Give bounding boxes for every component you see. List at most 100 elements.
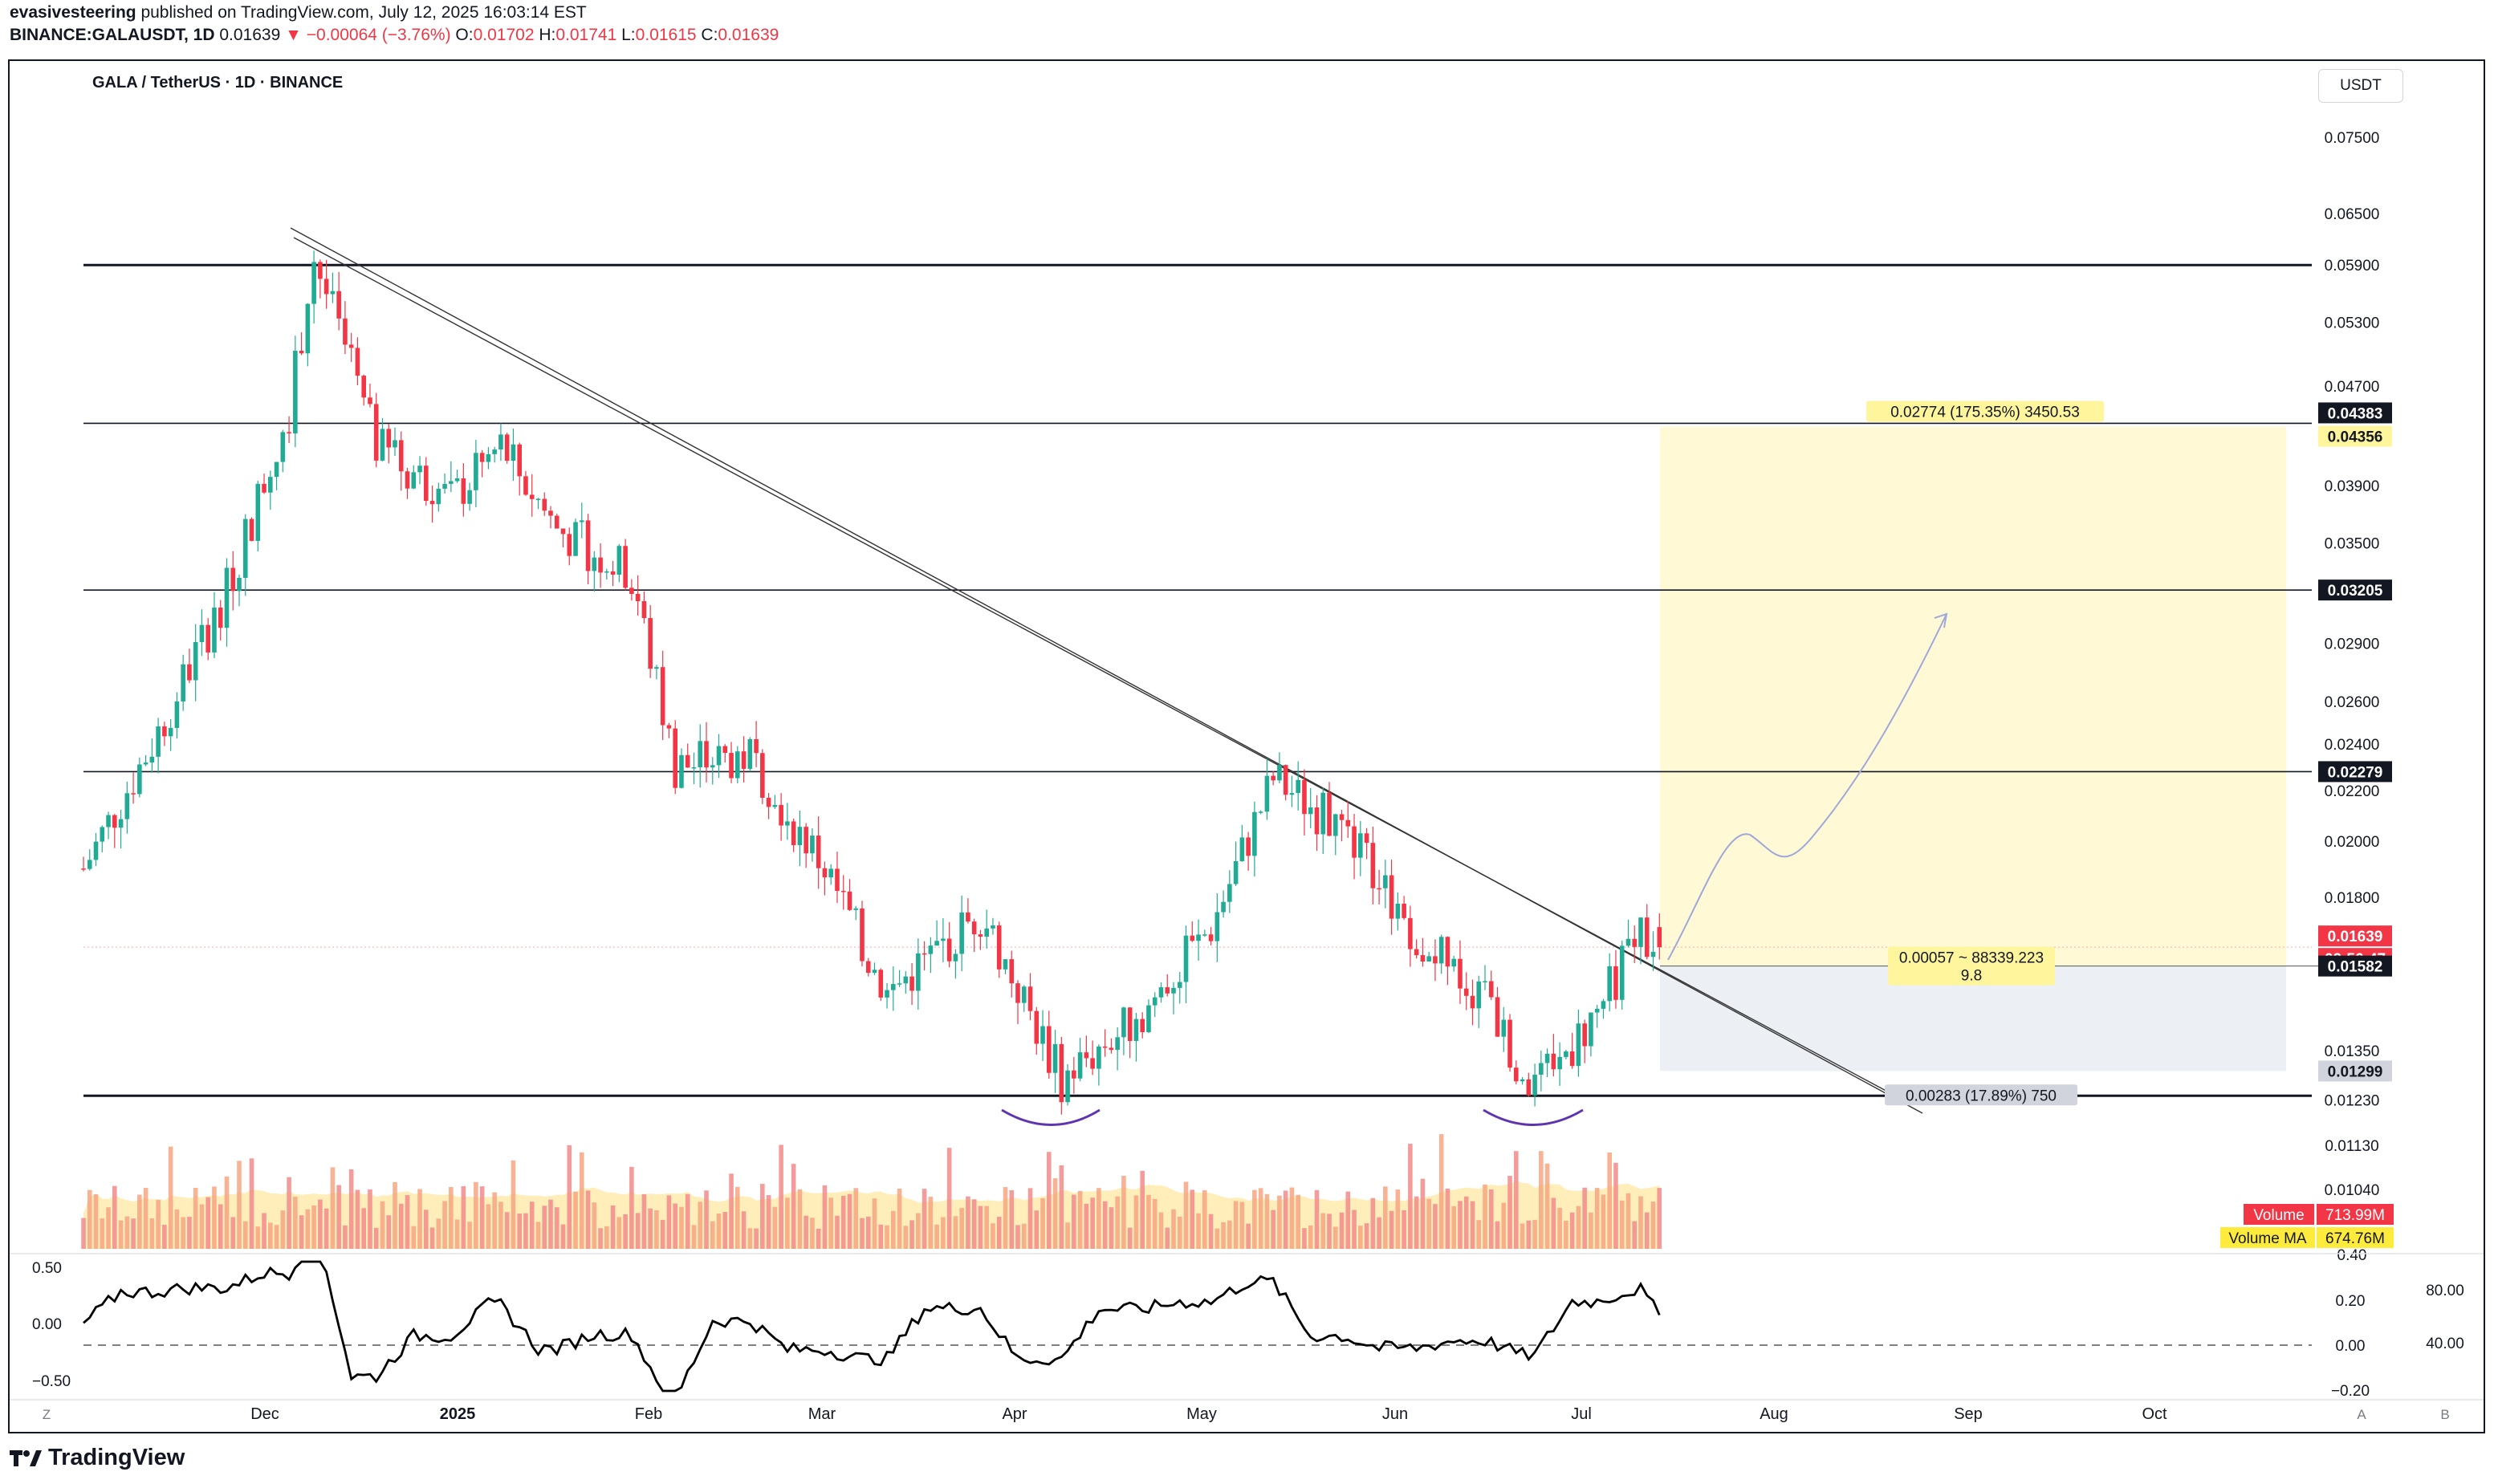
publisher-name[interactable]: evasivesteering [10,3,136,22]
volume-bar [1539,1151,1544,1249]
volume-bar [1165,1227,1170,1249]
x-tick-label: Dec [250,1405,279,1423]
volume-bar [804,1215,808,1249]
trendline-upper [290,227,1923,1114]
candle-body [486,453,491,462]
candle-body [474,453,478,490]
volume-bar [100,1218,105,1249]
price-tick-label: 0.01040 [2325,1182,2380,1199]
candle-body [685,754,690,768]
volume-bar [691,1225,697,1249]
scale-toggle-b[interactable]: B [2440,1407,2449,1422]
price-tick-label: 0.02900 [2325,636,2380,653]
high-value: 0.01741 [555,26,617,44]
volume-bar [1171,1209,1176,1249]
oscillator-far-right-tick: 40.00 [2426,1336,2464,1352]
volume-bar [785,1197,790,1249]
double-bottom-curve-left [1001,1108,1101,1126]
candle-body [1077,1052,1083,1079]
candle-body [274,461,279,478]
volume-bar [112,1185,117,1249]
volume-bar [1027,1188,1033,1249]
candle-body [242,518,248,578]
volume-bar [710,1221,715,1249]
candle-body [1140,1018,1145,1033]
volume-bar [1644,1212,1650,1249]
candle-body [1619,945,1625,1000]
volume-bar [429,1227,435,1249]
candle-body [847,891,852,910]
x-tick-label: Oct [2142,1405,2167,1423]
volume-bar [1451,1205,1456,1249]
candle-body [966,912,970,922]
candle-body [262,483,266,493]
volume-bar [454,1219,460,1249]
volume-bar [299,1215,304,1249]
tradingview-logo[interactable]: TradingView [10,1445,185,1471]
candle-body [87,860,92,869]
volume-bar [405,1195,410,1249]
symbol-name[interactable]: BINANCE:GALAUSDT, 1D [10,26,215,44]
double-bottom-curve-right [1483,1108,1584,1126]
currency-button[interactable]: USDT [2318,69,2403,103]
candle-body [1171,987,1176,994]
volume-bar [966,1196,970,1249]
volume-bar [449,1186,454,1249]
volume-bar [479,1186,485,1249]
volume-bar [666,1195,672,1249]
candle-body [1488,981,1494,998]
candle-body [398,440,404,472]
volume-bar [1507,1176,1512,1249]
volume-bar [616,1217,622,1249]
candle-body [1414,949,1419,956]
candle-body [1133,1018,1139,1042]
candle-body [118,819,124,828]
candle-body [971,921,977,935]
close-label: C: [701,26,718,44]
volume-bar [953,1216,958,1249]
volume-bar [1252,1189,1257,1249]
candle-body [1638,917,1643,947]
candle-body [878,970,884,998]
volume-bar [212,1186,217,1249]
volume-bar [1395,1189,1401,1249]
volume-bar [1420,1178,1426,1249]
volume-bar [529,1201,535,1249]
scale-toggle-z[interactable]: Z [43,1407,51,1422]
chart-title: GALA / TetherUS · 1D · BINANCE [92,74,344,91]
candle-body [143,762,149,765]
scale-toggle-a[interactable]: A [2357,1407,2366,1422]
volume-bar [280,1210,286,1249]
volume-bar [1202,1189,1207,1249]
candle-body [1495,997,1500,1037]
candle-body [93,841,99,860]
volume-bar [323,1208,329,1249]
volume-bar [1345,1191,1351,1249]
candle-body [554,515,559,529]
volume-bar [311,1205,316,1249]
close-value: 0.01639 [718,26,779,44]
candle-body [380,429,385,461]
candle-body [1445,937,1450,967]
volume-bar [1402,1210,1406,1249]
candle-body [1271,775,1275,781]
projection-path [1667,613,1947,961]
candle-body [766,797,771,807]
candle-body [162,726,167,737]
candle-body [679,754,684,788]
price-tag: 0.02279 [2328,764,2383,781]
volume-bar [567,1145,572,1249]
volume-bar [156,1200,161,1249]
candle-body [810,836,815,854]
volume-bar [1003,1187,1008,1249]
volume-bar [174,1209,180,1249]
candle-body [299,351,304,354]
candle-body [249,518,254,541]
volume-bar [1190,1189,1195,1249]
volume-bar [380,1201,385,1249]
volume-bar [835,1215,840,1249]
candle-body [891,984,896,990]
candle-body [449,481,454,484]
candle-body [535,498,541,501]
